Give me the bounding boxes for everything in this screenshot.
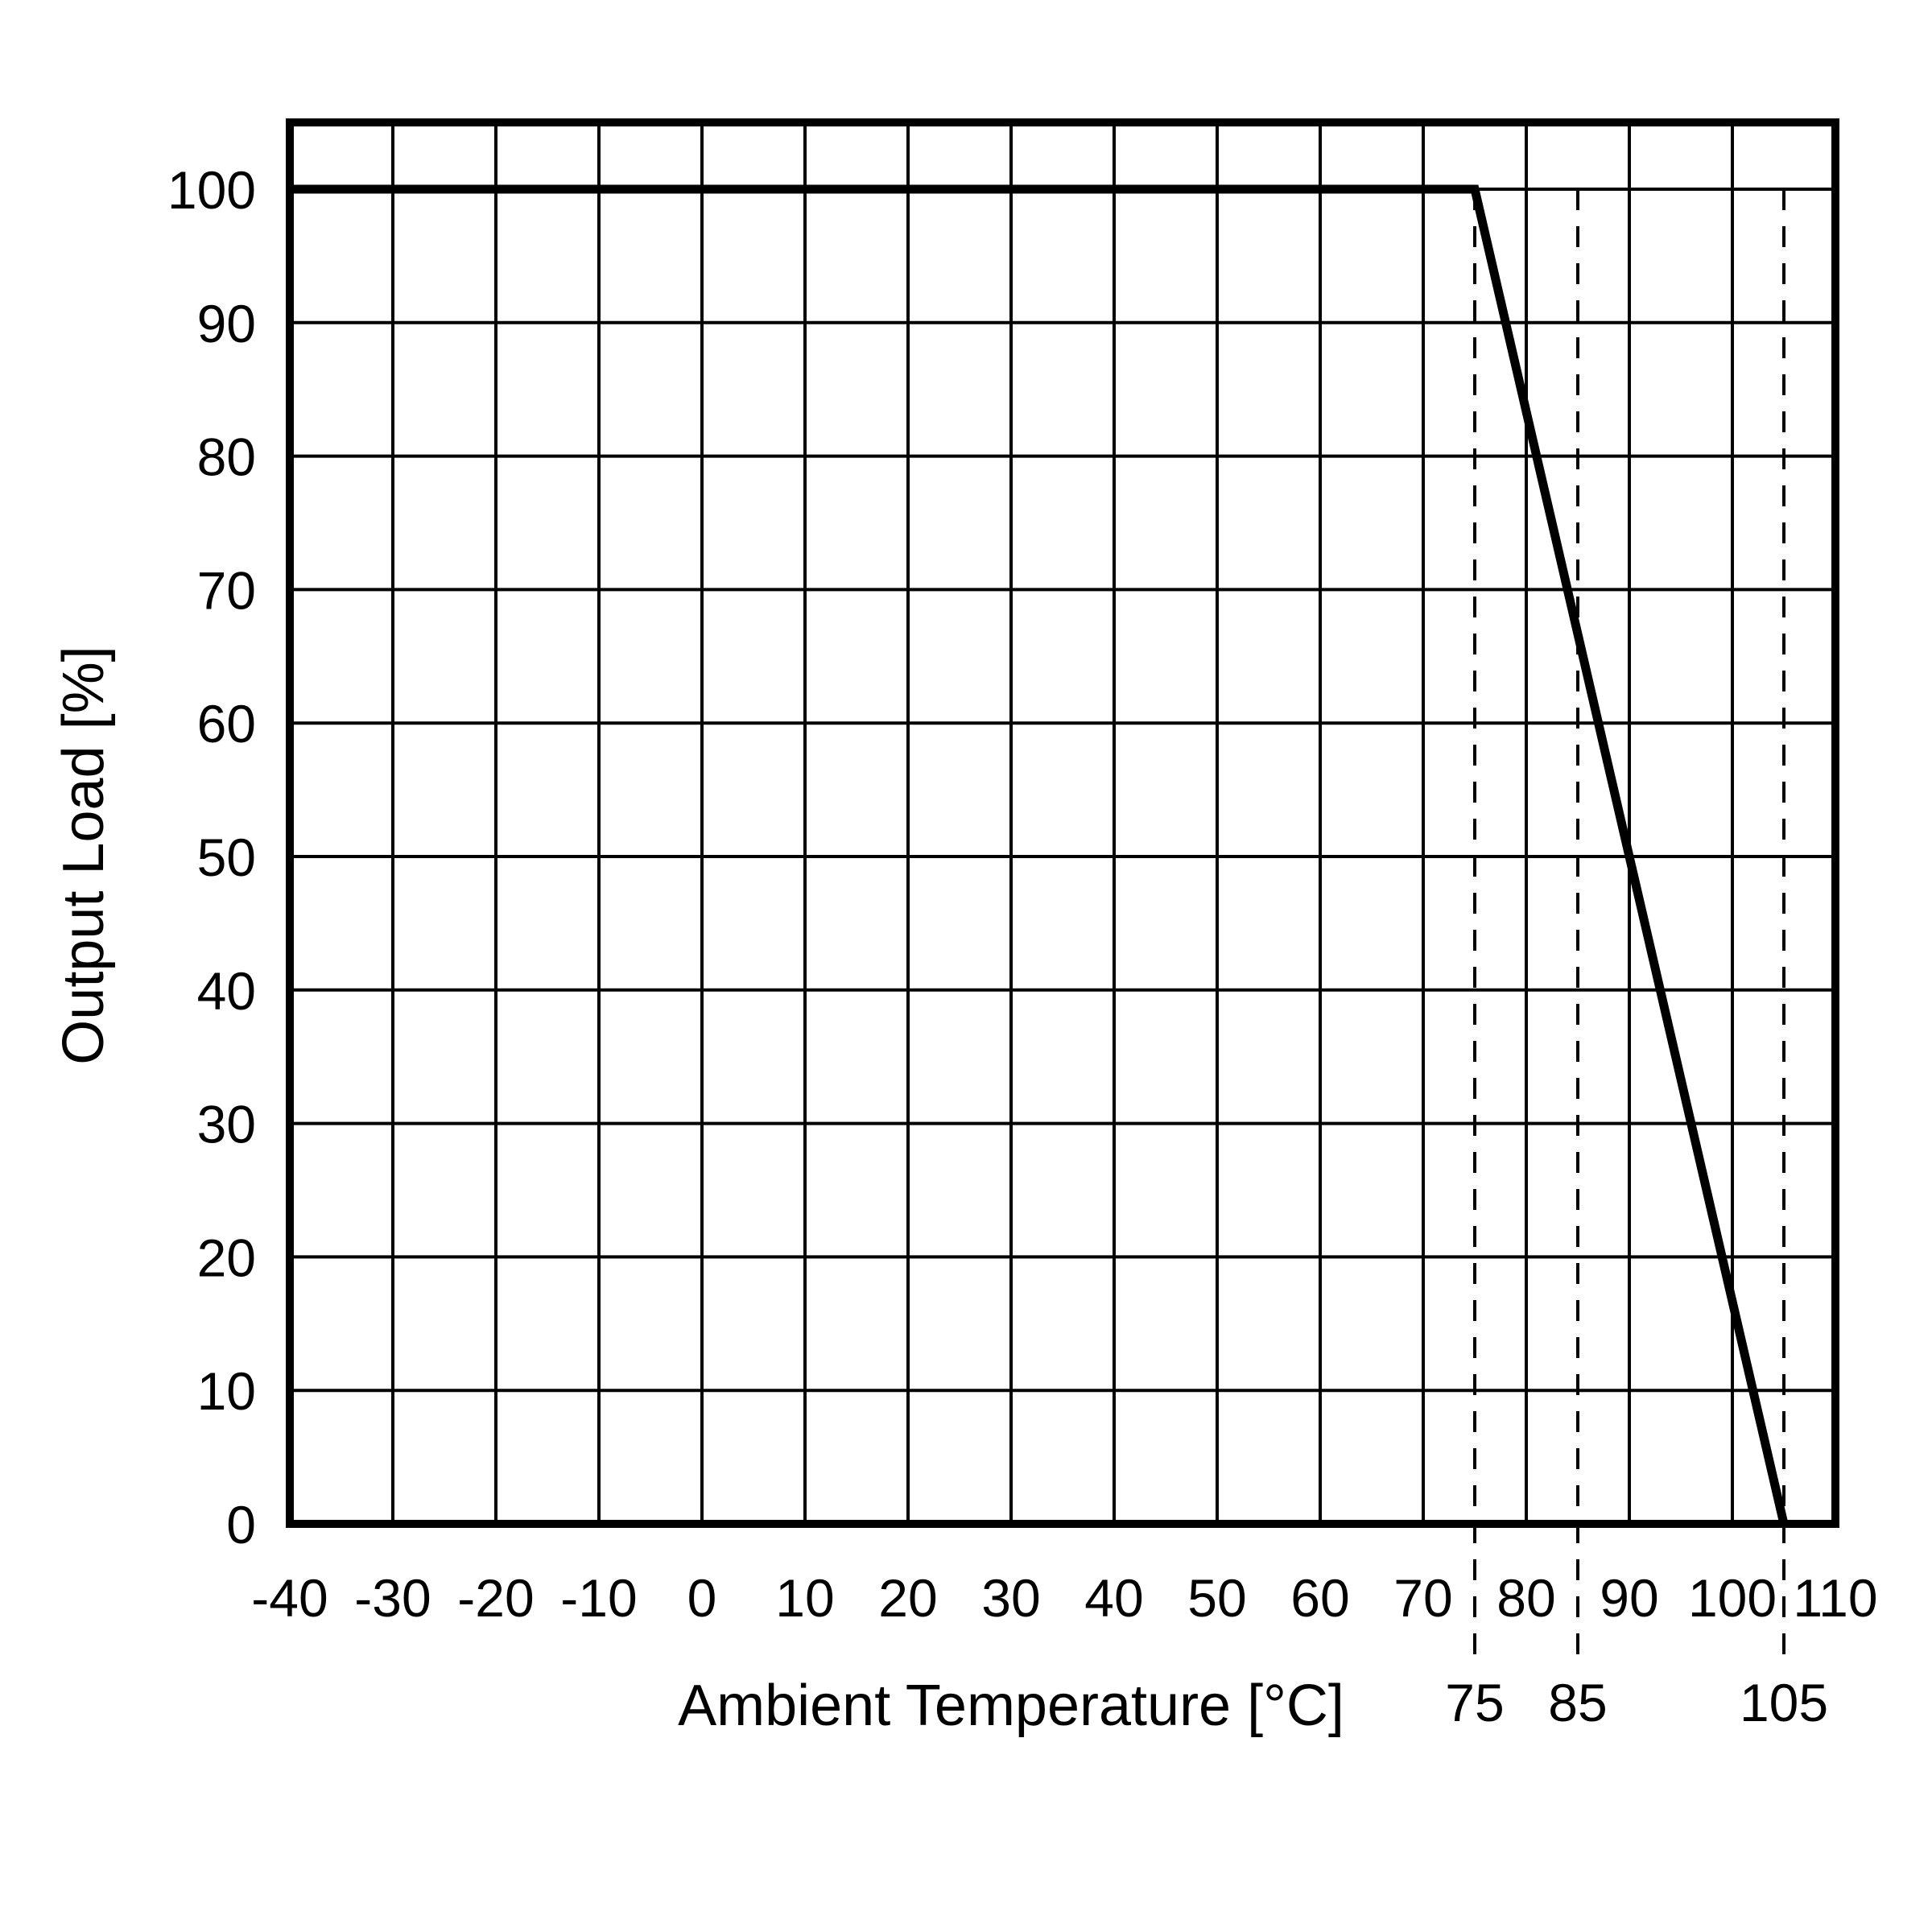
x-tick-label: 110 bbox=[1793, 1568, 1877, 1628]
y-tick-label: 10 bbox=[197, 1361, 256, 1421]
x-tick-label: 50 bbox=[1187, 1568, 1246, 1628]
y-tick-label: 0 bbox=[226, 1495, 256, 1554]
x-tick-label: -20 bbox=[457, 1568, 534, 1628]
x-tick-label: 10 bbox=[775, 1568, 834, 1628]
y-tick-label: 80 bbox=[197, 427, 256, 487]
y-tick-label: 70 bbox=[197, 560, 256, 620]
x-axis-label: Ambient Temperature [°C] bbox=[678, 1674, 1344, 1738]
x-tick-label: 60 bbox=[1290, 1568, 1349, 1628]
x-tick-label: 80 bbox=[1496, 1568, 1555, 1628]
reference-lines bbox=[1473, 189, 1785, 1657]
x-tick-label: 70 bbox=[1393, 1568, 1452, 1628]
y-axis-label: Output Load [%] bbox=[52, 646, 116, 1064]
x-tick-labels: -40 -30 -20 -10 0 10 20 30 40 50 60 70 80 90 100 110 bbox=[251, 1568, 1877, 1628]
reference-label: 85 bbox=[1548, 1673, 1607, 1732]
x-tick-label: 30 bbox=[981, 1568, 1040, 1628]
x-tick-label: -40 bbox=[251, 1568, 328, 1628]
x-tick-label: 90 bbox=[1600, 1568, 1658, 1628]
x-tick-label: -10 bbox=[560, 1568, 637, 1628]
x-tick-label: 40 bbox=[1084, 1568, 1143, 1628]
data-point bbox=[1474, 188, 1476, 190]
y-tick-label: 20 bbox=[197, 1228, 256, 1287]
y-tick-label: 100 bbox=[167, 160, 256, 220]
x-tick-label: 0 bbox=[687, 1568, 717, 1628]
y-tick-label: 40 bbox=[197, 961, 256, 1021]
y-tick-labels: 0 10 20 30 40 50 60 70 80 90 100 bbox=[167, 160, 256, 1554]
y-tick-label: 30 bbox=[197, 1095, 256, 1154]
x-tick-label: 100 bbox=[1688, 1568, 1777, 1628]
reference-label: 75 bbox=[1445, 1673, 1504, 1732]
x-tick-label: -30 bbox=[354, 1568, 431, 1628]
y-tick-label: 90 bbox=[197, 294, 256, 353]
y-tick-label: 60 bbox=[197, 694, 256, 753]
reference-label: 105 bbox=[1740, 1673, 1828, 1732]
y-tick-label: 50 bbox=[197, 828, 256, 887]
plot-frame bbox=[286, 118, 1839, 1529]
grid bbox=[288, 122, 1837, 1525]
reference-labels: 75 85 105 bbox=[1445, 1673, 1828, 1732]
x-tick-label: 20 bbox=[878, 1568, 937, 1628]
